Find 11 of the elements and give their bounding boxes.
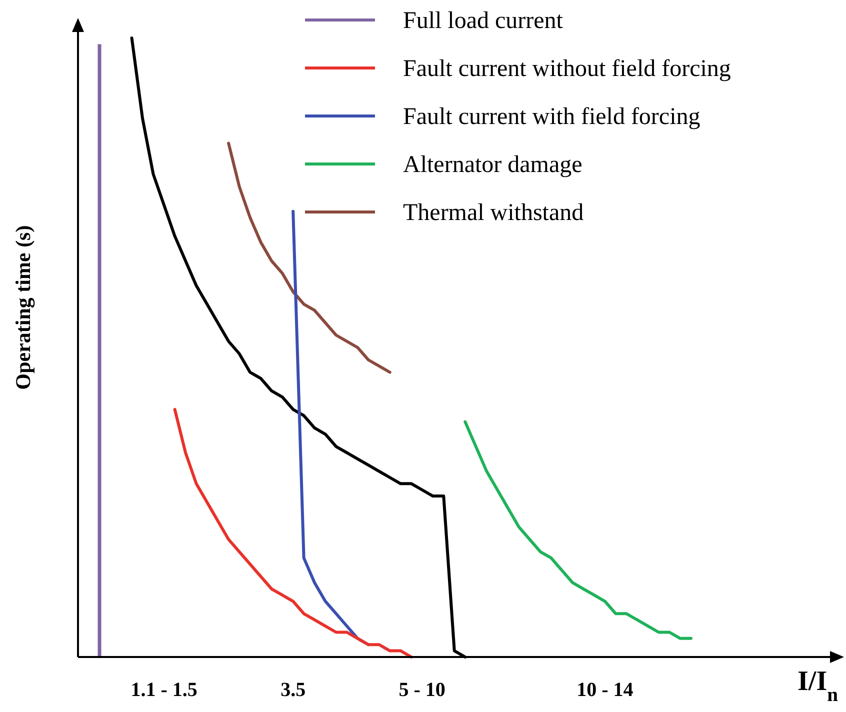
legend-label: Fault current with field forcing: [403, 104, 700, 130]
legend-label: Fault current without field forcing: [403, 56, 731, 82]
x-tick-label: 5 - 10: [398, 679, 446, 701]
x-tick-label: 1.1 - 1.5: [130, 679, 198, 701]
x-axis-title: I/I$_{n}$: [798, 666, 838, 706]
x-tick-label: 10 - 14: [576, 679, 634, 701]
x-tick-label: 3.5: [280, 679, 306, 701]
legend-label: Alternator damage: [403, 152, 582, 178]
y-axis-title: Operating time (s): [11, 225, 35, 390]
legend-label: Full load current: [403, 8, 564, 34]
legend-label: Thermal withstand: [403, 200, 584, 226]
